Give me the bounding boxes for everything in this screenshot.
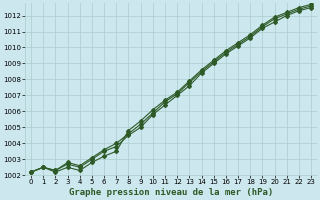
X-axis label: Graphe pression niveau de la mer (hPa): Graphe pression niveau de la mer (hPa) [69, 188, 273, 197]
